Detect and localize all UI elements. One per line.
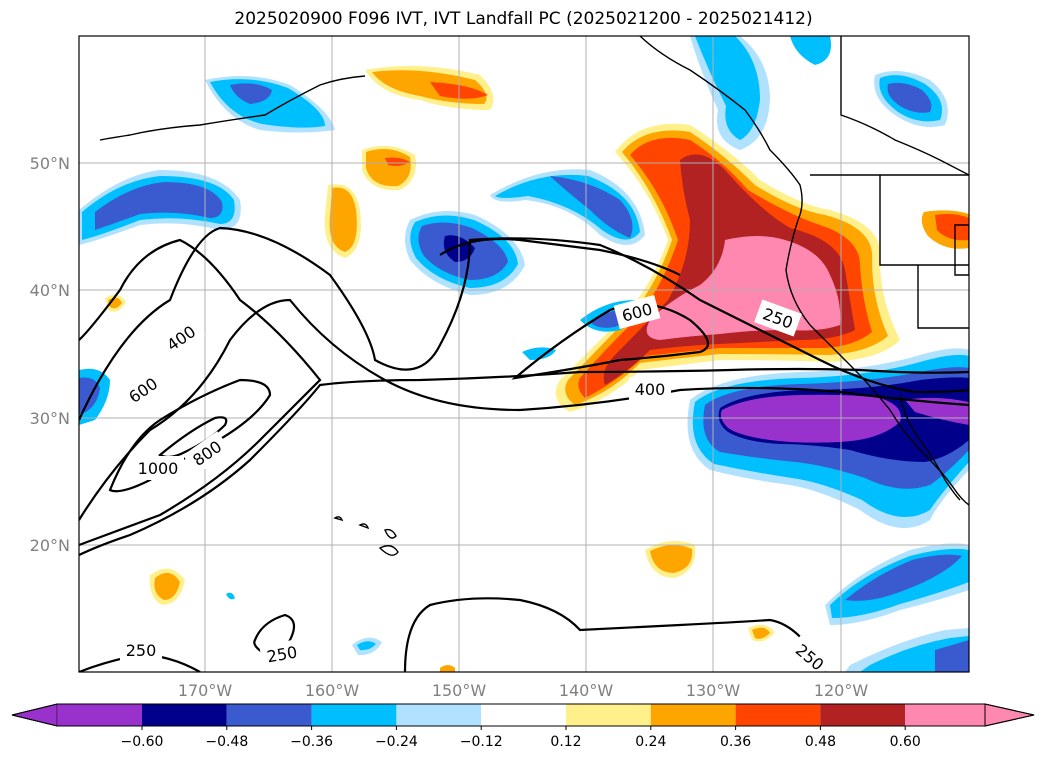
contour-label-400-b: 400	[635, 380, 666, 399]
colorbar-tick-label: 0.12	[550, 734, 581, 750]
colorbar-swatch	[57, 704, 143, 726]
lon-label-170w: 170°W	[178, 681, 233, 700]
colorbar-swatch	[311, 704, 397, 726]
colorbar-swatch	[820, 704, 906, 726]
colorbar-swatch	[481, 704, 566, 726]
graticule	[79, 36, 969, 672]
coastlines	[99, 36, 969, 556]
lon-labels: 170°W 160°W 150°W 140°W 130°W 120°W	[178, 681, 869, 700]
map-title: 2025020900 F096 IVT, IVT Landfall PC (20…	[234, 9, 813, 29]
lat-labels: 50°N 40°N 30°N 20°N	[30, 154, 70, 555]
southern-anomalies	[105, 294, 969, 672]
colorbar-outline	[11, 703, 1035, 727]
contour-labels: 400 600 800 1000 600 250 400 250 250 250	[118, 294, 834, 672]
positive-anomaly-north-pacific	[324, 66, 494, 258]
colorbar-swatch	[905, 704, 985, 726]
lon-label-160w: 160°W	[305, 681, 360, 700]
colorbar-extend-high	[984, 703, 1035, 727]
colorbar-tick-label: −0.36	[290, 734, 333, 750]
negative-anomaly-west	[79, 76, 335, 425]
negative-anomaly-north	[690, 36, 948, 150]
colorbar-swatch	[735, 704, 821, 726]
colorbar-swatch	[142, 704, 227, 726]
lat-label-30n: 30°N	[30, 409, 70, 428]
map-area: 400 600 800 1000 600 250 400 250 250 250	[79, 36, 969, 672]
colorbar-tick-label: 0.48	[805, 734, 836, 750]
lon-label-150w: 150°W	[432, 681, 487, 700]
ivt-contours	[79, 226, 969, 672]
colorbar-tick-label: 0.24	[635, 734, 666, 750]
colorbar-swatch	[226, 704, 312, 726]
colorbar-tick-label: 0.36	[720, 734, 751, 750]
lat-label-20n: 20°N	[30, 536, 70, 555]
colorbar-swatch	[650, 704, 736, 726]
colorbar-extend-low	[11, 703, 58, 727]
map-frame	[78, 35, 970, 673]
lon-label-120w: 120°W	[814, 681, 869, 700]
contour-label-250-sw: 250	[126, 641, 157, 660]
colorbar-swatch	[396, 704, 482, 726]
lat-label-50n: 50°N	[30, 154, 70, 173]
colorbar-swatch	[566, 704, 651, 726]
colorbar-tick-label: −0.12	[460, 734, 503, 750]
colorbar-tick-label: −0.24	[375, 734, 418, 750]
lon-label-140w: 140°W	[559, 681, 614, 700]
negative-anomaly-midpacific	[405, 169, 645, 360]
lon-label-130w: 130°W	[686, 681, 741, 700]
colorbar-tick-label: −0.48	[205, 734, 248, 750]
colorbar-tick-label: −0.60	[121, 734, 164, 750]
contour-label-1000: 1000	[138, 459, 179, 478]
lat-label-40n: 40°N	[30, 281, 70, 300]
colorbar-tick-label: 0.60	[890, 734, 921, 750]
colorbar: −0.60 −0.48 −0.36 −0.24 −0.12 0.12 0.24 0.36 0.4…	[11, 703, 1035, 750]
